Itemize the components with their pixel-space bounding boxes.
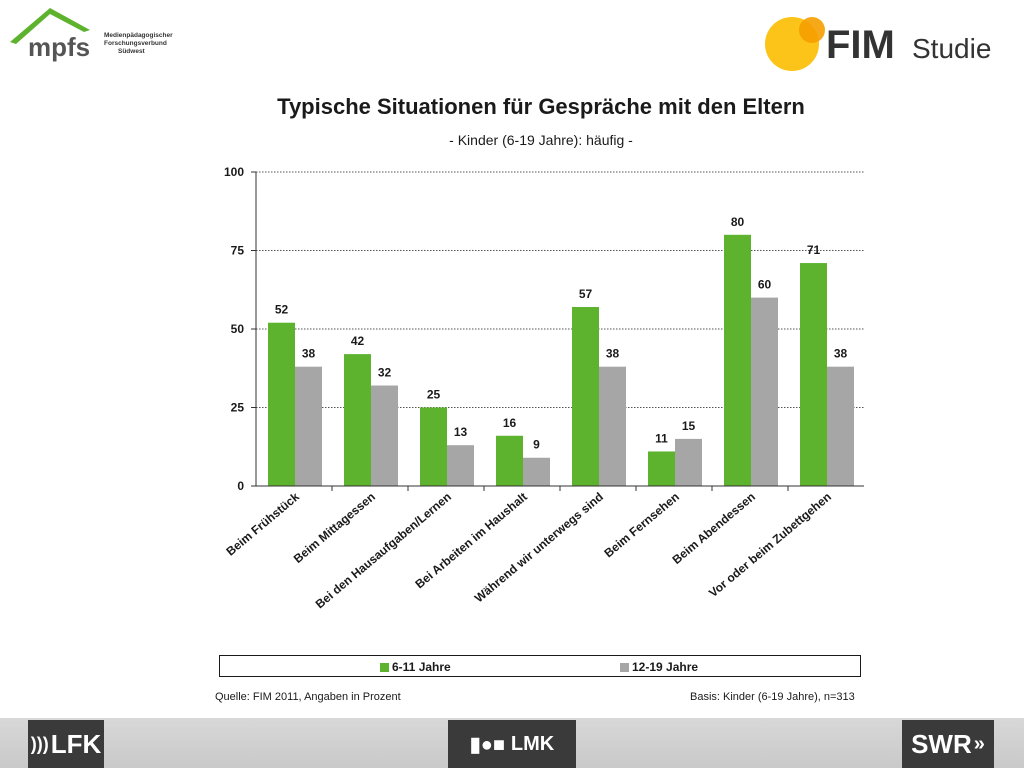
x-category-label-0: Beim Frühstück bbox=[223, 489, 302, 558]
data-label-12-19-6: 60 bbox=[758, 278, 772, 292]
swr-logo: SWR » bbox=[902, 720, 994, 768]
data-label-12-19-3: 9 bbox=[533, 438, 540, 452]
data-label-6-11-0: 52 bbox=[275, 303, 289, 317]
mpfs-logo-line2: Forschungsverbund bbox=[104, 40, 167, 47]
x-category-label-4: Während wir unterwegs sind bbox=[472, 490, 606, 606]
y-tick-label-25: 25 bbox=[231, 401, 245, 415]
legend-swatch-6-11 bbox=[380, 662, 389, 672]
lfk-chevrons-icon: ))) bbox=[30, 733, 49, 754]
data-label-6-11-3: 16 bbox=[503, 416, 517, 430]
data-label-6-11-7: 71 bbox=[807, 243, 821, 257]
y-tick-label-50: 50 bbox=[231, 322, 245, 336]
data-labels: 52 38 42 32 25 13 16 9 57 38 11 15 80 60 71 38 bbox=[275, 215, 848, 452]
bar-12-19-7 bbox=[827, 366, 854, 486]
swr-arrows-icon: » bbox=[973, 732, 985, 755]
data-label-6-11-1: 42 bbox=[351, 334, 365, 348]
bar-12-19-5 bbox=[675, 438, 702, 486]
legend-label-6-11: 6-11 Jahre bbox=[392, 660, 451, 674]
source-note: Quelle: FIM 2011, Angaben in Prozent bbox=[215, 691, 401, 703]
footer-bar: ))) LFK ▮●■ LMK SWR » bbox=[0, 718, 1024, 768]
data-label-12-19-1: 32 bbox=[378, 366, 392, 380]
bar-12-19-6 bbox=[751, 297, 778, 486]
x-category-label-2: Bei den Hausaufgaben/Lernen bbox=[313, 490, 454, 612]
chart-title: Typische Situationen für Gespräche mit d… bbox=[277, 94, 805, 119]
studie-logo-word: Studie bbox=[912, 33, 991, 64]
x-category-label-7: Vor oder beim Zubettgehen bbox=[706, 490, 834, 600]
basis-note: Basis: Kinder (6-19 Jahre), n=313 bbox=[690, 691, 855, 703]
fim-studie-logo: FIM Studie bbox=[765, 17, 991, 71]
y-tick-label-0: 0 bbox=[237, 479, 244, 493]
x-category-label-1: Beim Mittagessen bbox=[291, 490, 378, 566]
legend-item-12-19: 12-19 Jahre bbox=[620, 660, 698, 674]
lmk-dots-icon: ▮●■ bbox=[469, 733, 505, 756]
lfk-logo-text: LFK bbox=[50, 728, 102, 759]
bar-6-11-3 bbox=[496, 435, 523, 486]
fim-logo-word: FIM bbox=[826, 23, 895, 67]
chart-subtitle: - Kinder (6-19 Jahre): häufig - bbox=[449, 132, 633, 148]
bar-6-11-2 bbox=[420, 407, 447, 486]
lmk-logo-text: LMK bbox=[510, 732, 555, 755]
data-label-12-19-2: 13 bbox=[454, 425, 468, 439]
gridlines bbox=[256, 171, 864, 408]
bar-6-11-7 bbox=[800, 263, 827, 486]
y-axis: 0 25 50 75 100 bbox=[224, 165, 257, 493]
mpfs-logo-word: mpfs bbox=[28, 32, 90, 62]
bar-12-19-2 bbox=[447, 445, 474, 486]
legend-swatch-12-19 bbox=[620, 662, 629, 672]
bar-12-19-0 bbox=[295, 366, 322, 486]
data-label-12-19-7: 38 bbox=[834, 347, 848, 361]
x-category-label-6: Beim Abendessen bbox=[670, 490, 758, 567]
bar-6-11-1 bbox=[344, 354, 371, 486]
lmk-logo: ▮●■ LMK bbox=[448, 720, 576, 768]
data-label-12-19-4: 38 bbox=[606, 347, 620, 361]
data-label-6-11-2: 25 bbox=[427, 388, 441, 402]
y-tick-label-100: 100 bbox=[224, 165, 244, 179]
chart-legend: 6-11 Jahre 12-19 Jahre bbox=[219, 655, 861, 677]
bar-6-11-0 bbox=[268, 322, 295, 486]
bar-12-19-1 bbox=[371, 385, 398, 486]
lfk-logo: ))) LFK bbox=[28, 720, 104, 768]
bars bbox=[268, 234, 854, 486]
data-label-6-11-6: 80 bbox=[731, 215, 745, 229]
mpfs-logo-line3: Südwest bbox=[118, 48, 146, 55]
bar-6-11-5 bbox=[648, 451, 675, 486]
fim-small-circle-icon bbox=[799, 17, 825, 43]
legend-item-6-11: 6-11 Jahre bbox=[380, 660, 451, 674]
mpfs-roof-icon bbox=[10, 8, 90, 44]
bar-6-11-4 bbox=[572, 307, 599, 486]
bar-6-11-6 bbox=[724, 234, 751, 486]
data-label-12-19-5: 15 bbox=[682, 419, 696, 433]
data-label-12-19-0: 38 bbox=[302, 347, 316, 361]
swr-logo-text: SWR bbox=[911, 728, 972, 759]
bar-12-19-4 bbox=[599, 366, 626, 486]
data-label-6-11-4: 57 bbox=[579, 287, 593, 301]
data-label-6-11-5: 11 bbox=[655, 431, 668, 445]
mpfs-logo: mpfs Medienpädagogischer Forschungsverbu… bbox=[10, 8, 173, 62]
mpfs-logo-line1: Medienpädagogischer bbox=[104, 32, 173, 39]
bar-12-19-3 bbox=[523, 457, 550, 486]
legend-label-12-19: 12-19 Jahre bbox=[632, 660, 699, 674]
y-tick-label-75: 75 bbox=[231, 244, 245, 258]
x-category-label-5: Beim Fernsehen bbox=[601, 490, 682, 561]
